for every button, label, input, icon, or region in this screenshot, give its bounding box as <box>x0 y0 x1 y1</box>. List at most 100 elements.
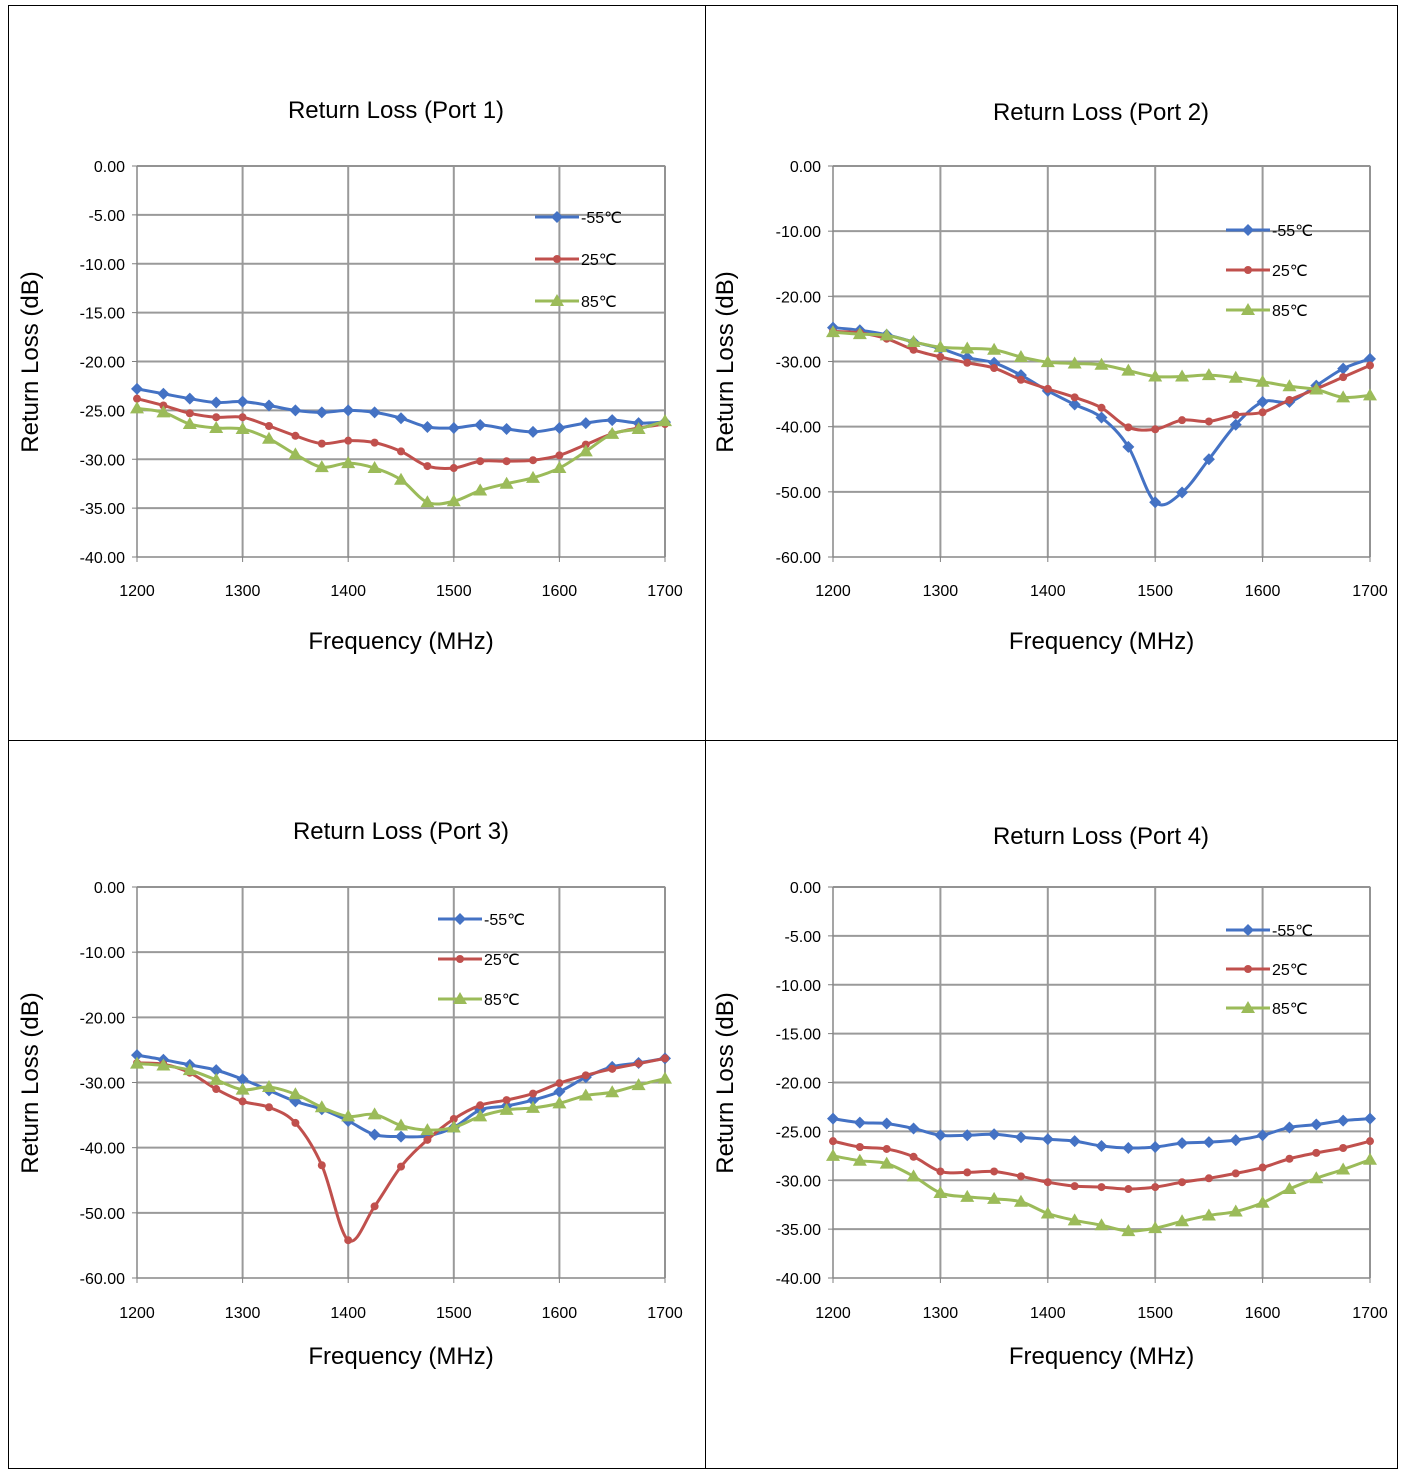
data-point <box>1339 1143 1348 1152</box>
data-point <box>473 483 488 496</box>
data-point <box>1094 1218 1109 1231</box>
data-point <box>367 461 382 474</box>
data-point <box>880 1117 893 1130</box>
x-tick-label: 1600 <box>542 583 578 600</box>
x-tick-label: 1600 <box>1245 1305 1281 1322</box>
data-point <box>1041 1133 1054 1146</box>
data-point <box>317 1161 326 1170</box>
legend-marker <box>553 255 561 263</box>
data-point <box>1283 1121 1296 1134</box>
data-point <box>1204 1174 1213 1183</box>
legend-label: 85℃ <box>1272 303 1308 320</box>
y-tick-label: -30.00 <box>776 1173 821 1190</box>
y-tick-label: -40.00 <box>776 420 821 437</box>
data-point <box>262 431 276 444</box>
chart-title: Return Loss (Port 3) <box>293 818 509 845</box>
y-tick-label: -10.00 <box>776 224 821 241</box>
data-point <box>1364 352 1376 365</box>
data-point <box>1337 1114 1350 1127</box>
data-point <box>212 1085 221 1094</box>
data-point <box>987 342 1002 355</box>
legend-entry-1: 25℃ <box>535 252 617 269</box>
data-point <box>960 1189 975 1202</box>
data-point <box>1014 1131 1027 1144</box>
data-point <box>288 1087 303 1100</box>
data-point <box>1043 1178 1052 1187</box>
data-point <box>1176 1137 1189 1150</box>
data-point <box>1366 1137 1374 1146</box>
y-tick-label: 0.00 <box>94 159 125 176</box>
legend-marker <box>551 211 563 223</box>
data-point <box>608 1064 617 1073</box>
y-tick-label: -20.00 <box>80 355 125 372</box>
y-tick-label: -60.00 <box>776 550 821 567</box>
data-point <box>423 462 432 471</box>
data-point <box>578 1088 593 1101</box>
x-tick-label: 1600 <box>542 1305 578 1322</box>
data-point <box>552 461 567 474</box>
legend-entry-2: 85℃ <box>438 992 520 1009</box>
data-point <box>963 358 972 367</box>
y-tick-label: -30.00 <box>80 452 125 469</box>
data-point <box>370 1202 379 1211</box>
chart-title: Return Loss (Port 4) <box>993 823 1209 850</box>
data-point <box>1201 368 1216 381</box>
data-point <box>553 421 566 434</box>
data-point <box>474 419 487 432</box>
legend-label: 85℃ <box>1272 1001 1308 1018</box>
y-axis-label: Return Loss (dB) <box>17 271 44 452</box>
y-tick-label: -20.00 <box>776 1076 821 1093</box>
chart-svg: 0.00 -5.00 -10.00 -15.00 -20.00 -25.00 -30.00 -… <box>17 97 683 655</box>
data-point <box>1309 382 1324 395</box>
data-point <box>209 420 224 433</box>
y-tick-label: -10.00 <box>776 978 821 995</box>
data-point <box>131 382 143 395</box>
data-point <box>157 387 170 400</box>
y-tick-label: -10.00 <box>80 257 125 274</box>
data-point <box>1258 408 1267 417</box>
data-point <box>906 334 921 347</box>
legend-entry-2: 85℃ <box>535 294 617 311</box>
data-point <box>1285 395 1294 404</box>
y-tick-label: -5.00 <box>785 929 822 946</box>
data-point <box>1201 1208 1216 1221</box>
data-point <box>1016 1172 1025 1181</box>
data-point <box>394 1118 408 1131</box>
legend-label: 25℃ <box>1272 263 1308 280</box>
data-point <box>1258 1163 1267 1172</box>
data-point <box>342 404 355 417</box>
data-point <box>658 414 672 427</box>
data-point <box>1175 1214 1190 1227</box>
data-point <box>288 447 303 460</box>
data-point <box>420 495 435 508</box>
data-point <box>1256 1129 1269 1142</box>
data-point <box>341 456 356 469</box>
data-point <box>529 1089 537 1098</box>
data-point <box>209 1072 224 1085</box>
data-point <box>236 395 249 408</box>
data-point <box>552 1096 567 1109</box>
series-2 <box>130 401 672 508</box>
legend-entry-0: -55℃ <box>438 912 525 929</box>
data-point <box>1067 356 1082 369</box>
legend-entry-1: 25℃ <box>438 952 520 969</box>
y-axis-label: Return Loss (dB) <box>712 992 739 1173</box>
legend-label: 25℃ <box>484 952 520 969</box>
data-point <box>1255 374 1270 387</box>
chart-port-2: 0.00 -10.00 -20.00 -30.00 -40.00 -50.00 -60.00… <box>704 5 1398 739</box>
data-point <box>634 1059 643 1068</box>
data-point <box>499 476 514 489</box>
data-point <box>238 413 247 422</box>
legend-marker <box>550 294 564 306</box>
x-tick-label: 1400 <box>1030 583 1066 600</box>
data-point <box>421 420 434 433</box>
data-point <box>882 1144 891 1153</box>
legend-marker <box>1244 266 1252 274</box>
legend-entry-2: 85℃ <box>1226 303 1308 320</box>
data-point <box>1176 486 1189 499</box>
data-point <box>1067 1213 1082 1226</box>
data-point <box>1124 423 1133 432</box>
data-point <box>1095 411 1108 424</box>
data-point <box>476 457 485 466</box>
data-point <box>210 396 223 409</box>
